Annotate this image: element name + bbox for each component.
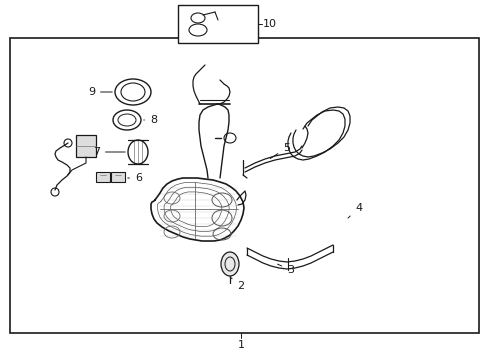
Text: 5: 5 — [270, 143, 289, 158]
Bar — [76, 135, 96, 157]
Bar — [10, 38, 478, 333]
Text: 7: 7 — [93, 147, 125, 157]
Text: 2: 2 — [229, 277, 244, 291]
Ellipse shape — [221, 252, 239, 276]
Bar — [178, 5, 258, 43]
Text: 4: 4 — [347, 203, 362, 218]
Bar — [111, 172, 125, 182]
Text: 10: 10 — [263, 19, 276, 29]
Text: 8: 8 — [143, 115, 157, 125]
Text: 6: 6 — [127, 173, 142, 183]
Text: 3: 3 — [277, 264, 293, 275]
Text: 1: 1 — [237, 340, 244, 350]
Text: 9: 9 — [88, 87, 112, 97]
Bar — [96, 172, 110, 182]
